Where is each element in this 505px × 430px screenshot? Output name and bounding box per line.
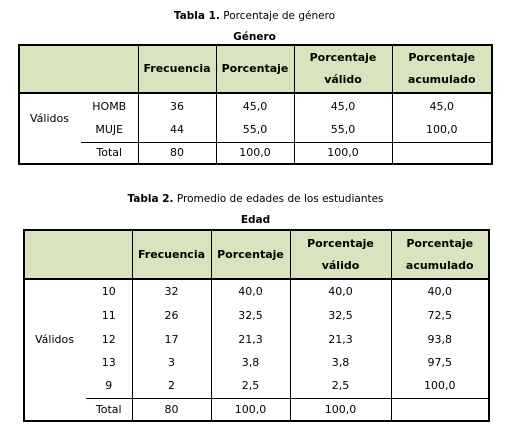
data-row: 11 26 32,5 32,5 72,5 [24,303,489,327]
cell: 100,0 [210,397,290,421]
cell: 26 [131,303,211,327]
empty-cell [391,141,492,164]
total-row: Total 80 100,0 100,0 [24,397,489,421]
row-label: MUJE [95,123,124,137]
cell: 21,3 [289,327,391,351]
caption-text: Porcentaje de género [223,10,336,22]
cell: 72,5 [390,303,489,327]
cell: 100,0 [293,141,392,164]
cell: 2,5 [289,374,391,398]
cell: 32 [131,279,211,303]
table-caption: Tabla 2. Promedio de edades de los estud… [23,193,488,205]
cell: 40,0 [289,279,391,303]
row-label: HOMB [92,99,127,113]
cell: 40,0 [390,279,489,303]
cell: 80 [137,141,216,164]
total-row: Total 80 100,0 100,0 [19,141,492,164]
cell: 55,0 [293,118,392,142]
row-label: 11 [101,308,116,322]
cell: 80 [131,397,211,421]
cell: 3 [131,351,211,374]
header-cell: Frecuencia [131,230,211,280]
data-row: Válidos 10 32 40,0 40,0 40,0 [24,279,489,346]
row-label: 13 [101,356,116,369]
row-group: Válidos [35,332,74,346]
cell: 21,3 [210,327,290,351]
cell: 3,8 [210,351,290,374]
data-row: 13 3 3,8 3,8 97,5 [24,351,489,374]
header-cell: Porcentaje [210,230,290,280]
row-label: Total [81,141,138,164]
cell: 45,0 [391,93,492,118]
cell: 2,5 [210,374,290,398]
cell: 97,5 [390,351,489,374]
header-stub [19,45,138,94]
row-label: 10 [101,285,116,298]
row-label: 9 [105,379,113,393]
cell: 2 [131,374,211,398]
empty-cell [19,142,81,164]
header-cell: Porcentaje válido [289,230,391,280]
cell: 44 [137,118,216,142]
empty-cell [390,397,489,421]
cell: 45,0 [215,93,294,118]
empty-cell [24,398,86,421]
cell: 40,0 [210,279,290,303]
caption-text: Promedio de edades de los estudiantes [176,193,384,205]
data-row: Válidos HOMB 36 45,0 45,0 45,0 [19,93,492,125]
header-cell: Porcentaje acumulado [390,230,489,280]
caption-label: Tabla 2. [127,193,174,205]
cell: 45,0 [293,93,392,118]
data-row: MUJE 44 55,0 55,0 100,0 [19,118,492,142]
header-stub [24,230,132,280]
header-row: Frecuencia Porcentaje Porcentaje válido Por… [19,45,492,94]
data-table: Frecuencia Porcentaje Porcentaje válido Por… [23,229,490,422]
cell: 3,8 [289,351,391,374]
group-label: Edad [240,214,271,226]
table-caption: Tabla 1. Porcentaje de género [18,10,491,22]
header-cell: Porcentaje válido [293,45,392,94]
cell: 100,0 [391,118,492,142]
group-label: Género [233,31,276,43]
cell: 17 [131,327,211,351]
cell: 32,5 [210,303,290,327]
row-label: Total [86,397,132,421]
cell: 100,0 [215,141,294,164]
data-row: 9 2 2,5 2,5 100,0 [24,374,489,398]
data-row: 12 17 21,3 21,3 93,8 [24,327,489,351]
header-cell: Frecuencia [137,45,216,94]
header-row: Frecuencia Porcentaje Porcentaje válido Por… [24,230,489,280]
cell: 100,0 [289,397,391,421]
row-group: Válidos [30,111,69,125]
cell: 36 [137,93,216,118]
row-label: 12 [101,332,116,346]
header-cell: Porcentaje acumulado [391,45,492,94]
caption-label: Tabla 1. [173,10,220,22]
cell: 32,5 [289,303,391,327]
data-table: Frecuencia Porcentaje Porcentaje válido Por… [18,44,493,165]
cell: 93,8 [390,327,489,351]
cell: 55,0 [215,118,294,142]
cell: 100,0 [390,374,489,398]
header-cell: Porcentaje [215,45,294,94]
